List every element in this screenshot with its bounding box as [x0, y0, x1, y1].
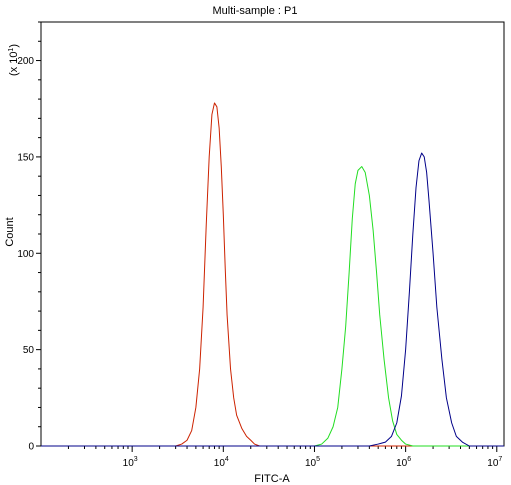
x-tick-label: 104: [214, 456, 229, 469]
x-tick-exponent: 7: [498, 456, 502, 463]
x-tick-label: 106: [396, 456, 411, 469]
series-line-2: [41, 152, 504, 447]
y-tick-label: 0: [28, 442, 34, 453]
x-tick-base: 10: [487, 458, 499, 469]
plot-frame: [40, 21, 505, 447]
x-tick-base: 10: [214, 458, 226, 469]
y-tick-label: 150: [17, 152, 34, 163]
x-tick-label: 105: [305, 456, 320, 469]
series-line-1: [41, 166, 504, 447]
x-tick-base: 10: [123, 458, 135, 469]
y-multiplier-label: (x 101): [8, 44, 20, 76]
series-line-0: [41, 102, 504, 447]
x-tick-base: 10: [396, 458, 408, 469]
x-tick-label: 107: [487, 456, 502, 469]
x-tick-label: 103: [123, 456, 138, 469]
x-tick-exponent: 5: [316, 456, 320, 463]
x-axis-label: FITC-A: [254, 473, 290, 485]
y-multiplier-suffix: ): [8, 44, 20, 48]
chart-title: Multi-sample : P1: [213, 5, 298, 17]
y-multiplier-exponent: 1: [8, 48, 15, 52]
y-multiplier-prefix: (x 10: [8, 52, 20, 76]
x-tick-exponent: 6: [407, 456, 411, 463]
y-tick-label: 200: [17, 56, 34, 67]
x-tick-exponent: 3: [134, 456, 138, 463]
y-tick-label: 50: [23, 345, 35, 356]
x-tick-base: 10: [305, 458, 317, 469]
series-layer: [41, 102, 504, 447]
y-axis-label: Count: [4, 217, 16, 246]
x-tick-exponent: 4: [225, 456, 229, 463]
y-tick-label: 100: [17, 249, 34, 260]
